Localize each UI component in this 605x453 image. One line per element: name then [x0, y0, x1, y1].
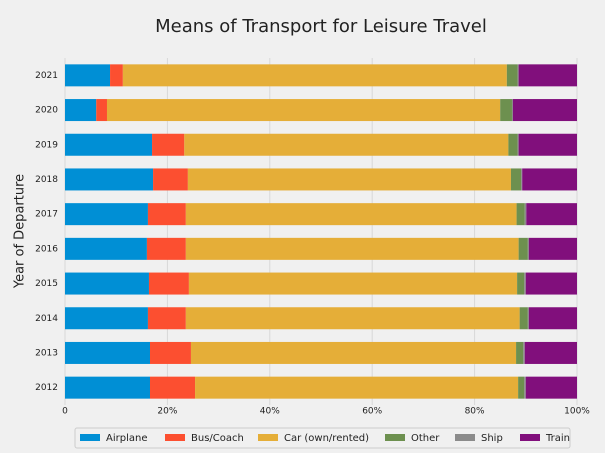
- bar-segment: [195, 376, 519, 399]
- bar-segment: [106, 99, 501, 122]
- bar-segment: [524, 203, 527, 226]
- bar-segment: [187, 168, 511, 191]
- bar-segment: [185, 203, 517, 226]
- bar-segment: [65, 237, 147, 260]
- bar-segment: [147, 203, 186, 226]
- y-tick-label: 2021: [35, 71, 58, 81]
- bar-segment: [65, 203, 148, 226]
- bar-segment: [516, 341, 524, 364]
- y-tick-label: 2019: [35, 140, 58, 150]
- legend-label: Car (own/rented): [284, 433, 369, 444]
- y-tick-label: 2012: [35, 383, 58, 393]
- legend-label: Airplane: [106, 433, 147, 444]
- bar-segment: [524, 272, 526, 295]
- legend-label: Bus/Coach: [191, 433, 244, 444]
- bar-segment: [528, 237, 577, 260]
- bar-segment: [149, 341, 191, 364]
- x-tick-label: 100%: [564, 407, 590, 417]
- bar-segment: [184, 133, 509, 156]
- legend-label: Ship: [481, 433, 503, 444]
- bar-segment: [122, 64, 507, 87]
- legend-swatch: [258, 434, 278, 441]
- bar-segment: [188, 272, 518, 295]
- bar-segment: [190, 341, 517, 364]
- legend-swatch: [80, 434, 100, 441]
- x-tick-label: 20%: [157, 407, 177, 417]
- legend-swatch: [520, 434, 540, 441]
- bar-segment: [518, 133, 577, 156]
- y-tick-label: 2014: [35, 314, 58, 324]
- bar-segment: [146, 237, 186, 260]
- bar-segment: [519, 307, 528, 330]
- x-tick-label: 40%: [260, 407, 280, 417]
- bar-segment: [527, 307, 529, 330]
- bar-segment: [525, 272, 577, 295]
- chart-title: Means of Transport for Leisure Travel: [155, 16, 487, 37]
- bar-segment: [65, 99, 97, 122]
- bar-segment: [500, 99, 512, 122]
- legend-swatch: [165, 434, 185, 441]
- bar-segment: [65, 133, 153, 156]
- bar-segment: [65, 341, 150, 364]
- bar-segment: [528, 307, 577, 330]
- x-tick-label: 80%: [465, 407, 485, 417]
- y-tick-label: 2018: [35, 175, 58, 185]
- y-axis-label: Year of Departure: [13, 174, 28, 289]
- x-tick-label: 0: [62, 407, 68, 417]
- bar-segment: [522, 168, 577, 191]
- bar-segment: [153, 168, 188, 191]
- bar-segment: [185, 237, 519, 260]
- bar-segment: [517, 133, 519, 156]
- y-tick-label: 2017: [35, 210, 58, 220]
- bar-segment: [525, 376, 577, 399]
- bar-segment: [523, 341, 525, 364]
- bar-segment: [65, 168, 154, 191]
- bar-segment: [65, 307, 148, 330]
- bar-segment: [510, 168, 522, 191]
- bar-segment: [517, 272, 525, 295]
- legend-swatch: [385, 434, 405, 441]
- bar-segment: [527, 237, 529, 260]
- bar-segment: [65, 272, 149, 295]
- bar-segment: [526, 203, 577, 226]
- y-tick-label: 2013: [35, 348, 58, 358]
- bar-segment: [152, 133, 185, 156]
- bar-segment: [147, 307, 186, 330]
- legend-label: Train: [545, 433, 570, 444]
- bar-segment: [521, 168, 523, 191]
- bar-segment: [506, 64, 518, 87]
- bar-segment: [518, 376, 525, 399]
- bar-segment: [518, 237, 528, 260]
- bar-segment: [524, 341, 577, 364]
- bar-segment: [65, 376, 150, 399]
- x-tick-label: 60%: [362, 407, 382, 417]
- y-tick-label: 2020: [35, 106, 58, 116]
- bar-segment: [508, 133, 518, 156]
- legend-label: Other: [411, 433, 440, 444]
- legend-box: [74, 427, 571, 449]
- bar-segment: [65, 64, 111, 87]
- bar-segment: [517, 64, 519, 87]
- y-tick-label: 2015: [35, 279, 58, 289]
- bar-segment: [518, 64, 577, 87]
- bar-segment: [148, 272, 189, 295]
- y-tick-label: 2016: [35, 244, 58, 254]
- bar-segment: [511, 99, 513, 122]
- bar-segment: [96, 99, 107, 122]
- bar-segment: [185, 307, 520, 330]
- bar-segment: [149, 376, 196, 399]
- bar-segment: [110, 64, 123, 87]
- bar-segment: [524, 376, 526, 399]
- bar-segment: [513, 99, 577, 122]
- bar-segment: [516, 203, 525, 226]
- legend-swatch: [455, 434, 475, 441]
